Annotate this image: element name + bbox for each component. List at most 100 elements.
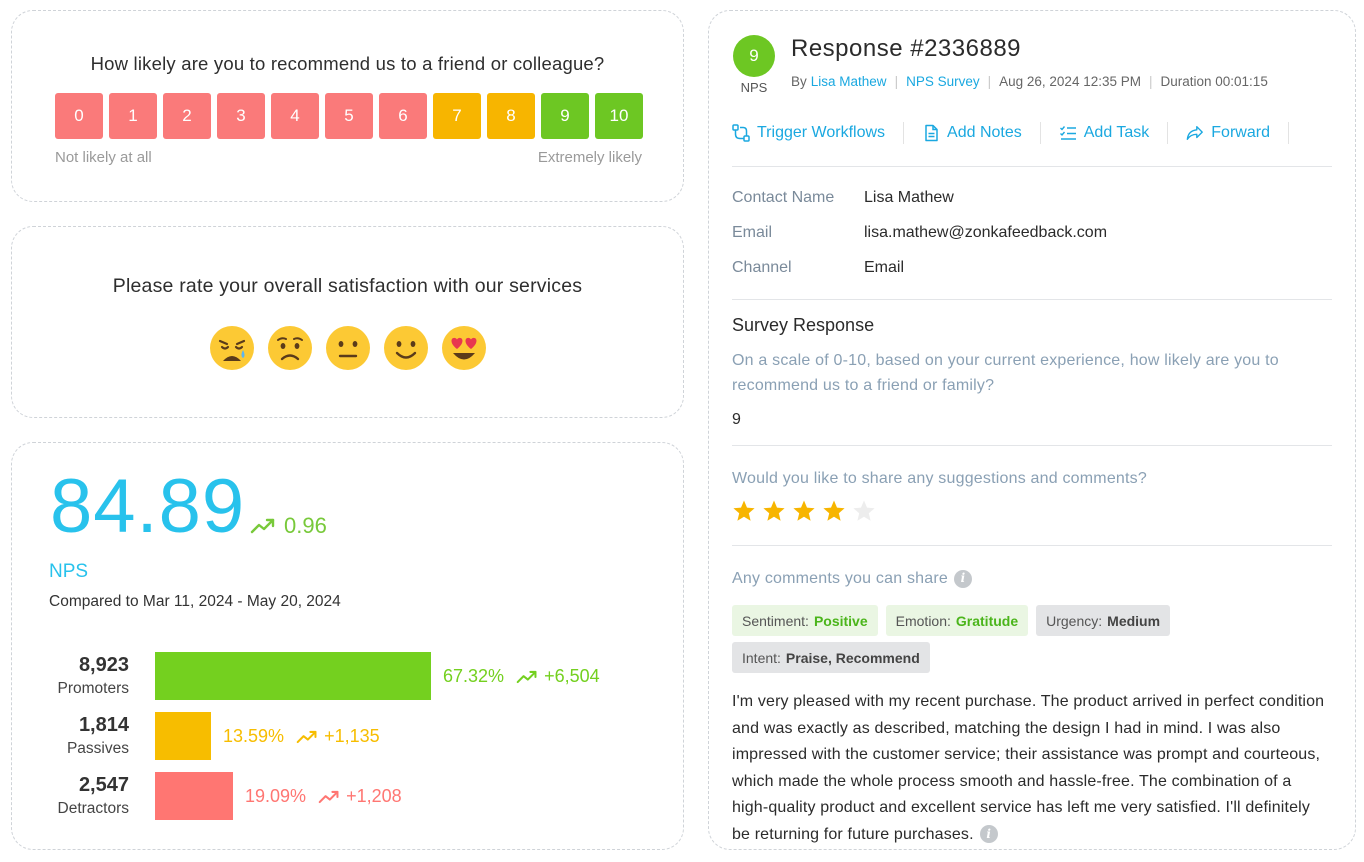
trigger-workflows-label: Trigger Workflows	[757, 124, 886, 141]
satisfaction-card: Please rate your overall satisfaction wi…	[11, 226, 684, 418]
forward-button[interactable]: Forward	[1186, 122, 1289, 144]
nps-option-6[interactable]: 6	[379, 93, 427, 139]
breakdown-trend: +1,208	[318, 786, 402, 807]
nps-stats-card: 84.89 0.96 NPS Compared to Mar 11, 2024 …	[11, 442, 684, 850]
info-icon[interactable]: i	[953, 569, 972, 588]
nps-score-value: 84.89	[50, 464, 246, 549]
star-filled-icon[interactable]	[762, 499, 786, 523]
divider	[732, 445, 1332, 446]
contact-email-row: Email lisa.mathew@zonkafeedback.com	[732, 224, 1107, 242]
meta-separator: |	[894, 74, 899, 89]
divider	[732, 299, 1332, 300]
nps-score-change-value: 0.96	[284, 513, 327, 538]
star-rating	[732, 499, 876, 523]
breakdown-row-detractors: 2,547 Detractors 19.09% +1,208	[12, 772, 683, 820]
breakdown-stats: 67.32% +6,504	[443, 666, 600, 687]
breakdown-bar	[155, 652, 431, 700]
breakdown-row-promoters: 8,923 Promoters 67.32% +6,504	[12, 652, 683, 700]
question-nps: On a scale of 0-10, based on your curren…	[732, 352, 1279, 394]
frowning-face-icon[interactable]	[267, 325, 313, 371]
response-actions: Trigger Workflows Add Notes Add Task For…	[732, 122, 1307, 144]
breakdown-bar	[155, 712, 211, 760]
nps-option-7[interactable]: 7	[433, 93, 481, 139]
breakdown-count: 2,547	[78, 774, 129, 796]
task-list-icon	[1059, 126, 1076, 140]
add-notes-button[interactable]: Add Notes	[922, 122, 1041, 144]
forward-icon	[1186, 126, 1204, 140]
breakdown-change: +6,504	[544, 666, 600, 686]
star-filled-icon[interactable]	[792, 499, 816, 523]
contact-channel-label: Channel	[732, 259, 792, 276]
comment-text: I'm very pleased with my recent purchase…	[732, 689, 1327, 848]
response-title: Response #2336889	[791, 35, 1022, 62]
add-notes-label: Add Notes	[947, 124, 1022, 141]
breakdown-bar	[155, 772, 233, 820]
nps-badge: 9	[733, 35, 775, 77]
tag-key: Intent:	[742, 649, 781, 666]
trend-up-icon	[318, 790, 339, 803]
tag-emotion: Emotion: Gratitude	[885, 605, 1029, 636]
tag-value: Medium	[1107, 612, 1161, 629]
breakdown-percent: 19.09%	[245, 786, 307, 806]
ai-tags: Sentiment: Positive Emotion: Gratitude Urgen…	[732, 605, 1202, 673]
contact-email-value: lisa.mathew@zonkafeedback.com	[864, 224, 1108, 241]
add-task-button[interactable]: Add Task	[1059, 122, 1169, 144]
breakdown-stats: 19.09% +1,208	[245, 786, 402, 807]
contact-channel-value: Email	[864, 259, 905, 276]
star-filled-icon[interactable]	[822, 499, 846, 523]
nps-option-1[interactable]: 1	[109, 93, 157, 139]
breakdown-stats: 13.59% +1,135	[223, 726, 380, 747]
contact-name-label: Contact Name	[732, 189, 835, 206]
scale-low-label: Not likely at all	[55, 149, 152, 166]
tag-urgency: Urgency: Medium	[1036, 605, 1171, 636]
neutral-face-icon[interactable]	[325, 325, 371, 371]
question-comments-row: Any comments you can share i	[732, 566, 1325, 591]
divider	[732, 166, 1332, 167]
trend-up-icon	[296, 730, 317, 743]
smiling-face-icon[interactable]	[383, 325, 429, 371]
trend-up-icon	[516, 670, 537, 683]
tag-value: Praise, Recommend	[785, 649, 920, 666]
notes-icon	[925, 124, 938, 142]
star-filled-icon[interactable]	[732, 499, 756, 523]
forward-label: Forward	[1211, 124, 1270, 141]
tag-key: Emotion:	[895, 612, 951, 629]
survey-response-title: Survey Response	[732, 315, 875, 335]
star-empty-icon[interactable]	[852, 499, 876, 523]
nps-option-8[interactable]: 8	[487, 93, 535, 139]
breakdown-row-passives: 1,814 Passives 13.59% +1,135	[12, 712, 683, 760]
nps-score-change: 0.96	[250, 513, 327, 539]
breakdown-count: 8,923	[78, 654, 129, 676]
nps-option-10[interactable]: 10	[595, 93, 643, 139]
scale-high-label: Extremely likely	[537, 149, 642, 166]
workflow-icon	[732, 124, 750, 142]
nps-option-9[interactable]: 9	[541, 93, 589, 139]
comparison-period: Compared to Mar 11, 2024 - May 20, 2024	[49, 593, 341, 610]
trigger-workflows-button[interactable]: Trigger Workflows	[732, 122, 905, 144]
breakdown-name: Detractors	[57, 800, 130, 817]
survey-link[interactable]: NPS Survey	[906, 74, 980, 89]
breakdown-percent: 13.59%	[223, 726, 285, 746]
contact-name-value: Lisa Mathew	[864, 189, 954, 206]
contact-email-label: Email	[732, 224, 773, 241]
nps-option-4[interactable]: 4	[271, 93, 319, 139]
response-meta: By Lisa Mathew | NPS Survey | Aug 26, 20…	[791, 74, 1268, 89]
breakdown-name: Passives	[66, 740, 129, 757]
crying-face-icon[interactable]	[209, 325, 255, 371]
nps-option-0[interactable]: 0	[55, 93, 103, 139]
by-prefix: By	[791, 74, 807, 89]
question-suggestions: Would you like to share any suggestions …	[732, 470, 1147, 487]
nps-question-text: How likely are you to recommend us to a …	[90, 53, 605, 74]
nps-label: NPS	[49, 561, 89, 582]
nps-option-5[interactable]: 5	[325, 93, 373, 139]
breakdown-change: +1,135	[324, 726, 380, 746]
nps-scale: 0 1 2 3 4 5 6 7 8 9 10	[55, 93, 643, 139]
heart-eyes-face-icon[interactable]	[441, 325, 487, 371]
divider	[732, 545, 1332, 546]
nps-option-2[interactable]: 2	[163, 93, 211, 139]
nps-option-3[interactable]: 3	[217, 93, 265, 139]
meta-separator: |	[1148, 74, 1153, 89]
tag-intent: Intent: Praise, Recommend	[732, 642, 930, 673]
info-icon[interactable]: i	[979, 825, 998, 844]
author-link[interactable]: Lisa Mathew	[810, 74, 887, 89]
